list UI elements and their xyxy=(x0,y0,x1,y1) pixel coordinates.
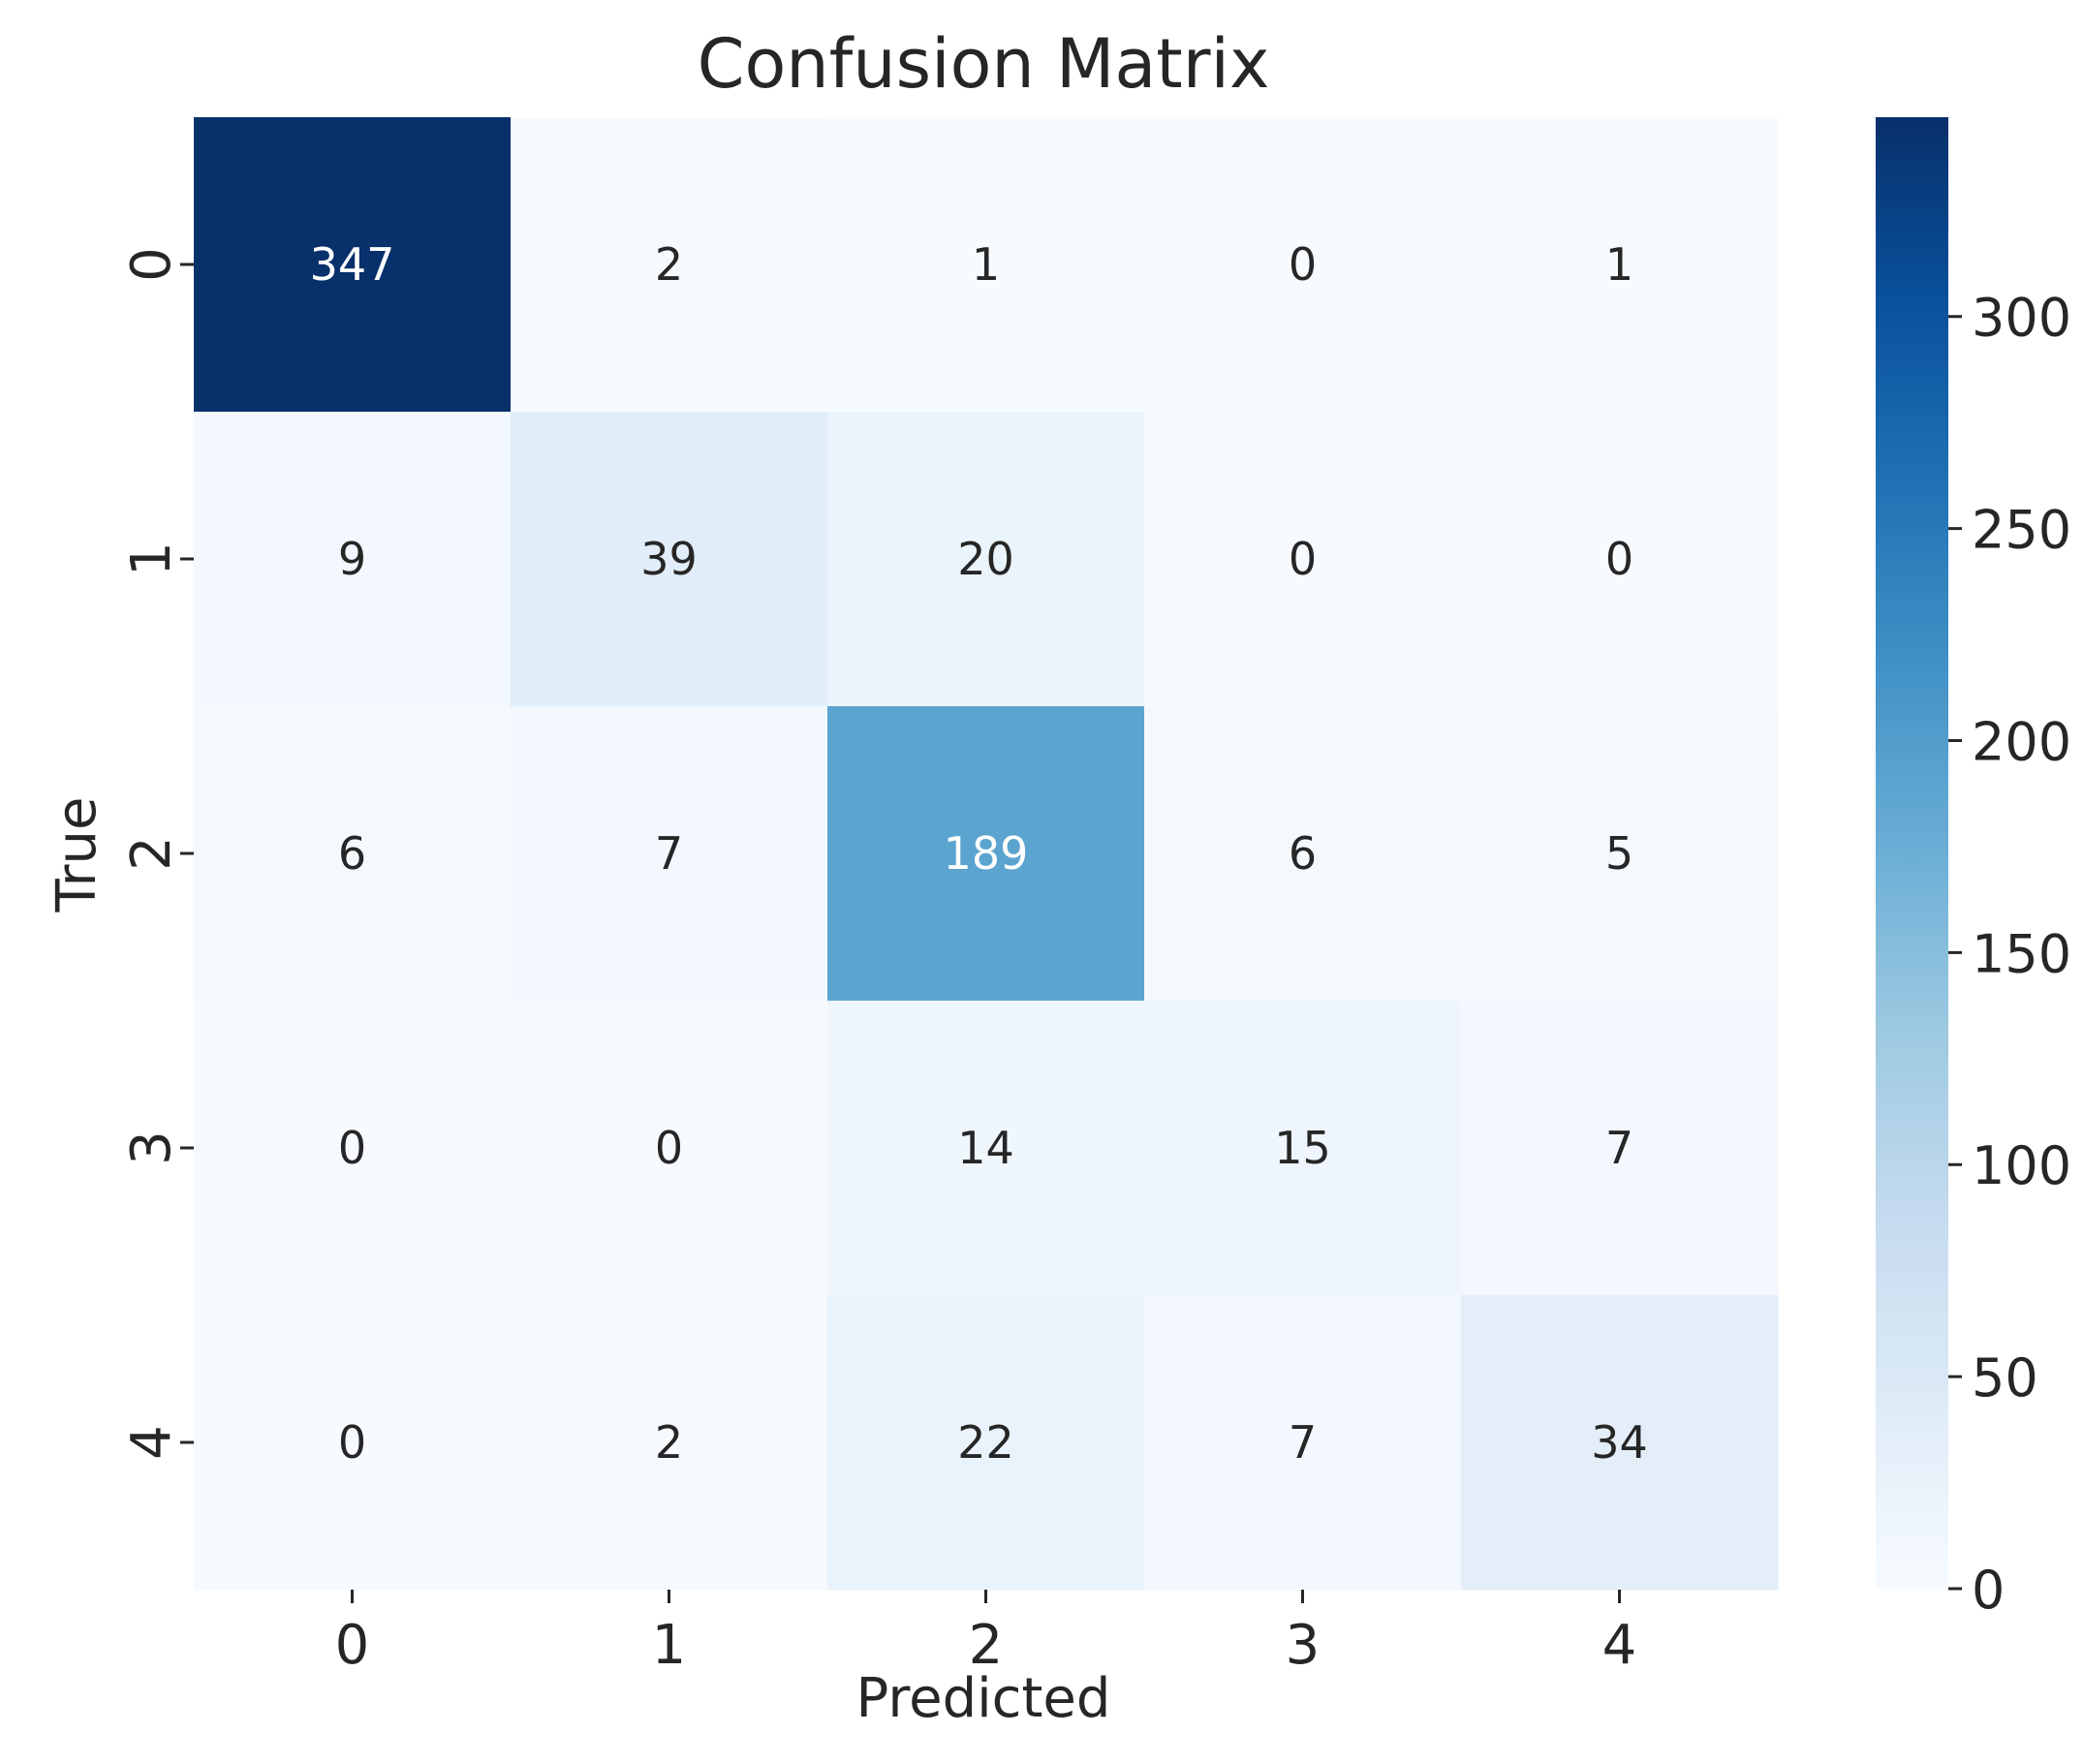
cell-label-r3-c3: 15 xyxy=(1274,1122,1331,1174)
colorbar-tick-label-1: 50 xyxy=(1972,1347,2038,1408)
heatmap-cell-r3-c3 xyxy=(1144,1001,1462,1296)
cell-label-r1-c0: 9 xyxy=(338,533,366,585)
cell-label-r0-c0: 347 xyxy=(310,238,395,291)
cell-label-r1-c1: 39 xyxy=(640,533,698,585)
heatmap-cell-r4-c3 xyxy=(1144,1295,1462,1591)
y-tick-label-0: 0 xyxy=(120,247,183,282)
heatmap-cell-r0-c3 xyxy=(1144,117,1462,413)
heatmap-cells xyxy=(194,117,1779,1591)
cell-label-r3-c1: 0 xyxy=(655,1122,683,1174)
heatmap-cell-r3-c4 xyxy=(1461,1001,1779,1296)
heatmap-cell-r1-c2 xyxy=(827,412,1145,707)
heatmap-cell-r1-c4 xyxy=(1461,412,1779,707)
x-tick-label-2: 2 xyxy=(969,1614,1004,1677)
cell-label-r3-c4: 7 xyxy=(1605,1122,1633,1174)
cell-label-r4-c1: 2 xyxy=(655,1416,683,1469)
colorbar xyxy=(1876,117,1948,1589)
x-axis-label: Predicted xyxy=(856,1667,1111,1730)
cell-label-r1-c2: 20 xyxy=(957,533,1014,585)
cell-label-r0-c3: 0 xyxy=(1289,238,1317,291)
cell-label-r2-c4: 5 xyxy=(1605,827,1633,880)
heatmap-cell-r2-c4 xyxy=(1461,706,1779,1002)
cell-label-r4-c4: 34 xyxy=(1591,1416,1648,1469)
colorbar-tick-label-0: 0 xyxy=(1972,1560,2005,1621)
heatmap-cell-r2-c1 xyxy=(511,706,828,1002)
cell-label-r4-c0: 0 xyxy=(338,1416,366,1469)
x-axis: 0 1 2 3 4 xyxy=(335,1590,1637,1677)
heatmap-cell-r2-c0 xyxy=(194,706,512,1002)
y-axis-label: True xyxy=(46,797,109,913)
colorbar-tick-label-4: 200 xyxy=(1972,711,2071,772)
y-tick-label-1: 1 xyxy=(120,542,183,576)
heatmap-cell-r3-c1 xyxy=(511,1001,828,1296)
colorbar-ticks: 0 50 100 150 200 250 300 xyxy=(1948,288,2071,1621)
cell-label-r3-c0: 0 xyxy=(338,1122,366,1174)
heatmap-cell-r1-c3 xyxy=(1144,412,1462,707)
y-axis: 0 1 2 3 4 xyxy=(120,247,194,1460)
cell-label-r0-c4: 1 xyxy=(1605,238,1633,291)
cell-label-r1-c3: 0 xyxy=(1289,533,1317,585)
colorbar-gradient xyxy=(1876,117,1948,1589)
heatmap-cell-r0-c1 xyxy=(511,117,828,413)
heatmap-cell-r3-c0 xyxy=(194,1001,512,1296)
cell-label-r2-c0: 6 xyxy=(338,827,366,880)
cell-label-r2-c2: 189 xyxy=(944,827,1029,880)
chart-title: Confusion Matrix xyxy=(698,24,1270,104)
cell-label-r4-c2: 22 xyxy=(957,1416,1014,1469)
cell-label-r4-c3: 7 xyxy=(1289,1416,1317,1469)
heatmap-cell-r2-c2 xyxy=(827,706,1145,1002)
heatmap-cell-r0-c0 xyxy=(194,117,512,413)
colorbar-tick-label-5: 250 xyxy=(1972,500,2071,561)
x-tick-label-3: 3 xyxy=(1286,1614,1321,1677)
heatmap-cell-r4-c4 xyxy=(1461,1295,1779,1591)
x-tick-label-0: 0 xyxy=(335,1614,370,1677)
heatmap-cell-r2-c3 xyxy=(1144,706,1462,1002)
y-tick-label-4: 4 xyxy=(120,1425,183,1460)
heatmap-cell-r0-c4 xyxy=(1461,117,1779,413)
heatmap-cell-r4-c1 xyxy=(511,1295,828,1591)
heatmap-cell-r1-c0 xyxy=(194,412,512,707)
cell-label-r2-c3: 6 xyxy=(1289,827,1317,880)
colorbar-tick-label-6: 300 xyxy=(1972,288,2071,349)
cell-label-r2-c1: 7 xyxy=(655,827,683,880)
cell-labels: 347 2 1 0 19 39 20 0 06 7 189 6 50 0 14 15 70 2 22 7 34 xyxy=(310,238,1648,1469)
heatmap-cell-r0-c2 xyxy=(827,117,1145,413)
x-tick-label-1: 1 xyxy=(652,1614,687,1677)
cell-label-r0-c2: 1 xyxy=(972,238,1000,291)
cell-label-r3-c2: 14 xyxy=(957,1122,1014,1174)
colorbar-tick-label-2: 100 xyxy=(1972,1135,2071,1196)
colorbar-tick-label-3: 150 xyxy=(1972,923,2071,984)
cell-label-r1-c4: 0 xyxy=(1605,533,1633,585)
x-tick-label-4: 4 xyxy=(1602,1614,1637,1677)
y-tick-label-2: 2 xyxy=(120,836,183,871)
heatmap-cell-r1-c1 xyxy=(511,412,828,707)
heatmap-cell-r4-c2 xyxy=(827,1295,1145,1591)
y-tick-label-3: 3 xyxy=(120,1130,183,1165)
heatmap-cell-r4-c0 xyxy=(194,1295,512,1591)
cell-label-r0-c1: 2 xyxy=(655,238,683,291)
heatmap-cell-r3-c2 xyxy=(827,1001,1145,1296)
